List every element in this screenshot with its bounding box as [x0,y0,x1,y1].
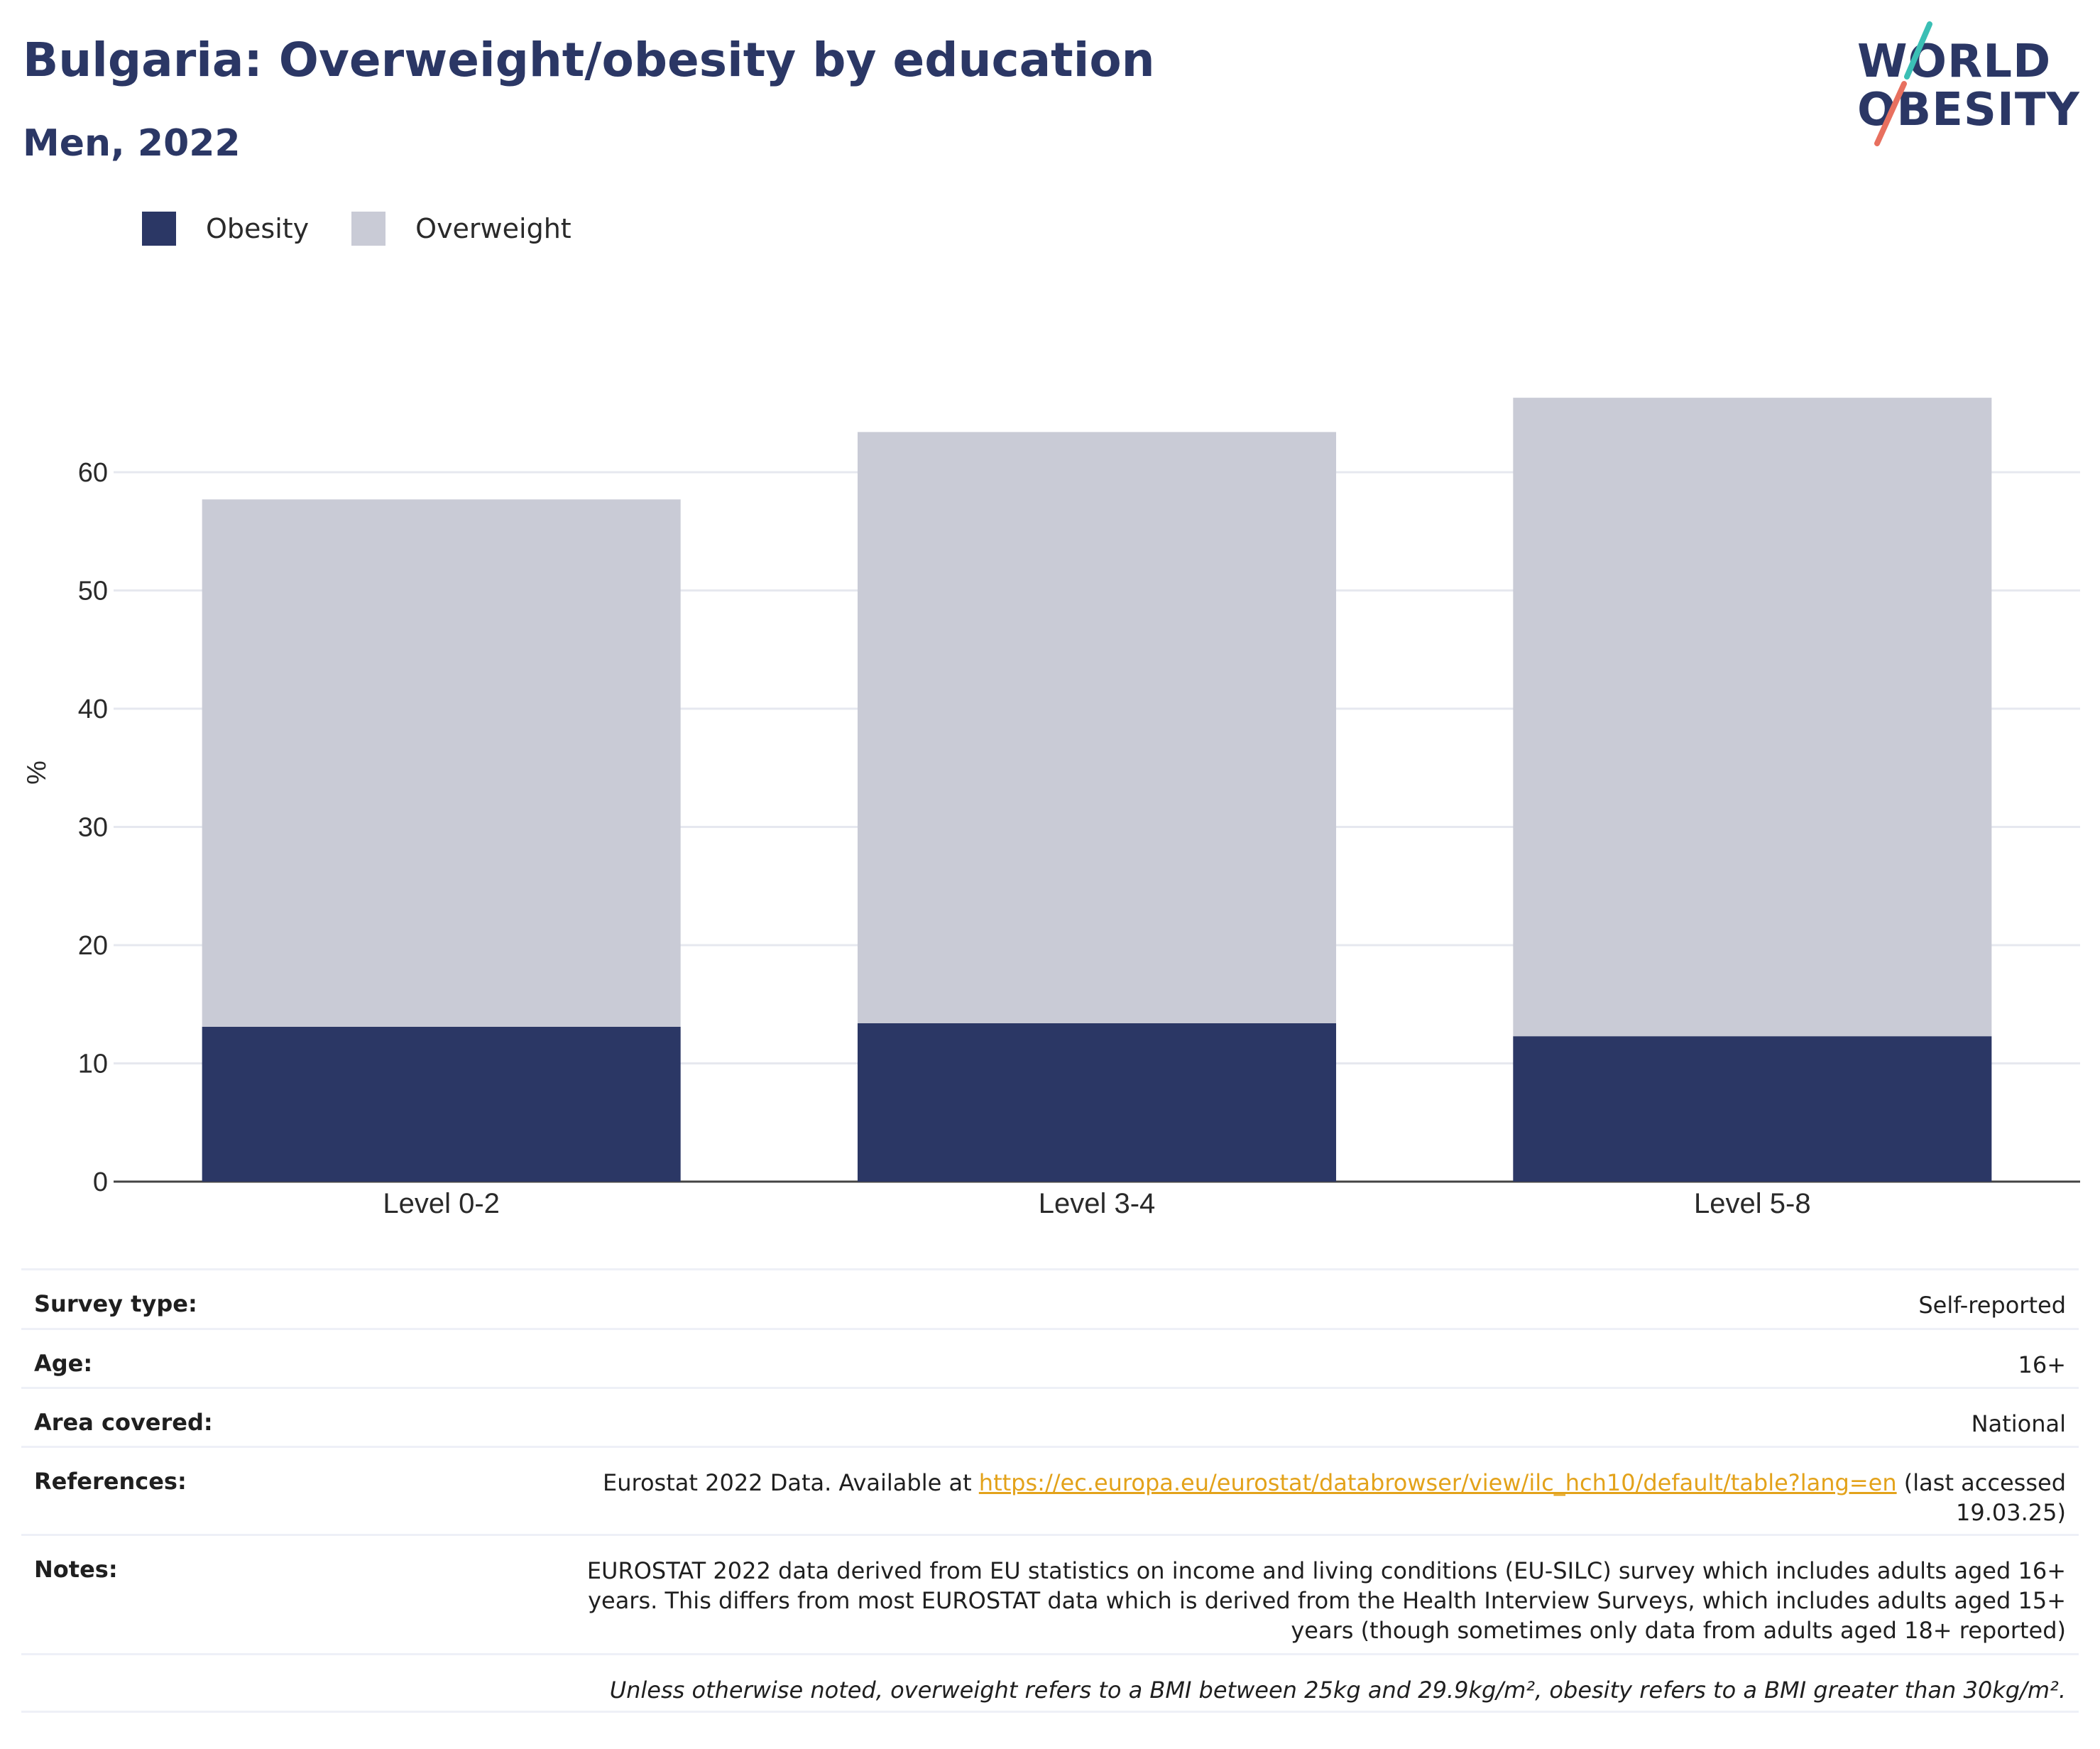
info-row-survey-type: Survey type: Self-reported [21,1268,2079,1328]
y-tick-label: 10 [78,1050,108,1079]
y-tick-label: 60 [78,458,108,488]
survey-type-label: Survey type: [34,1290,197,1317]
notes-value: EUROSTAT 2022 data derived from EU stati… [586,1557,2066,1644]
bar-chart: 0 10 20 30 40 50 60 Level 0-2 Level 3-4 Level 5-… [22,398,2080,1219]
info-row-footnote: Unless otherwise noted, overweight refer… [21,1653,2079,1713]
logo-line-1: WORLD [1857,36,2052,88]
notes-label: Notes: [34,1556,118,1583]
chart-legend: Obesity Overweight [142,212,614,246]
x-tick-label: Level 3-4 [1039,1188,1156,1219]
info-row-references: References: Eurostat 2022 Data. Availabl… [21,1446,2079,1534]
info-row-notes: Notes: EUROSTAT 2022 data derived from E… [21,1534,2079,1653]
legend-label-obesity: Obesity [206,213,310,244]
y-axis-ticks: 0 10 20 30 40 50 60 [78,458,108,1197]
page-title: Bulgaria: Overweight/obesity by educatio… [23,33,1155,87]
bar-overweight[interactable] [202,499,681,1027]
legend-label-overweight: Overweight [415,213,572,244]
legend-swatch-obesity [142,212,176,246]
bar-overweight[interactable] [857,432,1337,1023]
references-link[interactable]: https://ec.europa.eu/eurostat/databrowse… [978,1469,1897,1496]
survey-info-table: Survey type: Self-reported Age: 16+ Area… [21,1268,2079,1713]
area-label: Area covered: [34,1409,213,1436]
y-tick-label: 40 [78,694,108,724]
age-value: 16+ [2018,1351,2066,1378]
bar-obesity[interactable] [202,1026,681,1182]
legend-swatch-overweight [351,212,386,246]
x-tick-label: Level 0-2 [383,1188,500,1219]
references-value: Eurostat 2022 Data. Available at https:/… [589,1448,2066,1534]
y-tick-label: 0 [93,1167,108,1197]
info-row-area: Area covered: National [21,1387,2079,1446]
page-subtitle: Men, 2022 [23,122,241,165]
references-suffix: (last accessed 19.03.25) [1896,1469,2066,1526]
y-tick-label: 20 [78,931,108,961]
y-tick-label: 50 [78,577,108,606]
bar-overweight[interactable] [1513,398,1992,1037]
x-tick-label: Level 5-8 [1694,1188,1811,1219]
world-obesity-logo: WORLD OBESITY [1846,21,2087,156]
legend-item-obesity[interactable]: Obesity [142,212,309,246]
bar-obesity[interactable] [1513,1036,1992,1182]
chart-bars [202,398,1992,1182]
bar-obesity[interactable] [857,1023,1337,1182]
info-row-age: Age: 16+ [21,1328,2079,1387]
area-value: National [1971,1410,2066,1437]
age-label: Age: [34,1350,93,1377]
references-label: References: [34,1468,187,1495]
x-axis-ticks: Level 0-2 Level 3-4 Level 5-8 [383,1188,1810,1219]
legend-item-overweight[interactable]: Overweight [351,212,572,246]
y-tick-label: 30 [78,813,108,843]
survey-type-value: Self-reported [1918,1292,2066,1319]
references-prefix: Eurostat 2022 Data. Available at [603,1469,979,1496]
y-axis-label: % [22,761,52,785]
logo-slash-icon [1874,21,1932,146]
bmi-footnote: Unless otherwise noted, overweight refer… [609,1677,2066,1704]
